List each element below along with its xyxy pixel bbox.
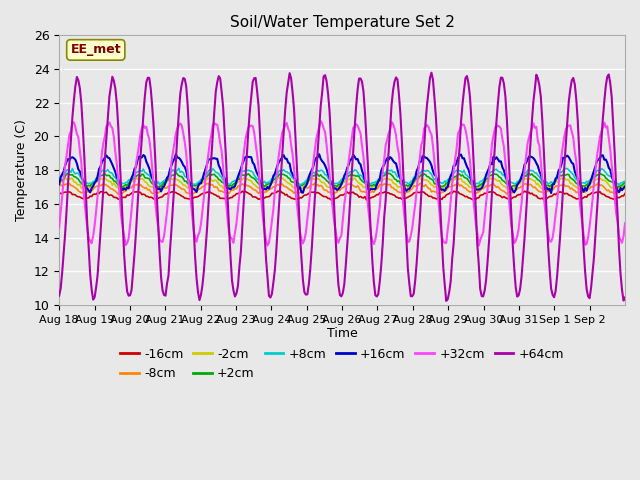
Text: EE_met: EE_met	[70, 43, 121, 57]
Y-axis label: Temperature (C): Temperature (C)	[15, 119, 28, 221]
Title: Soil/Water Temperature Set 2: Soil/Water Temperature Set 2	[230, 15, 454, 30]
X-axis label: Time: Time	[326, 327, 358, 340]
Legend: -16cm, -8cm, -2cm, +2cm, +8cm, +16cm, +32cm, +64cm: -16cm, -8cm, -2cm, +2cm, +8cm, +16cm, +3…	[115, 343, 569, 385]
